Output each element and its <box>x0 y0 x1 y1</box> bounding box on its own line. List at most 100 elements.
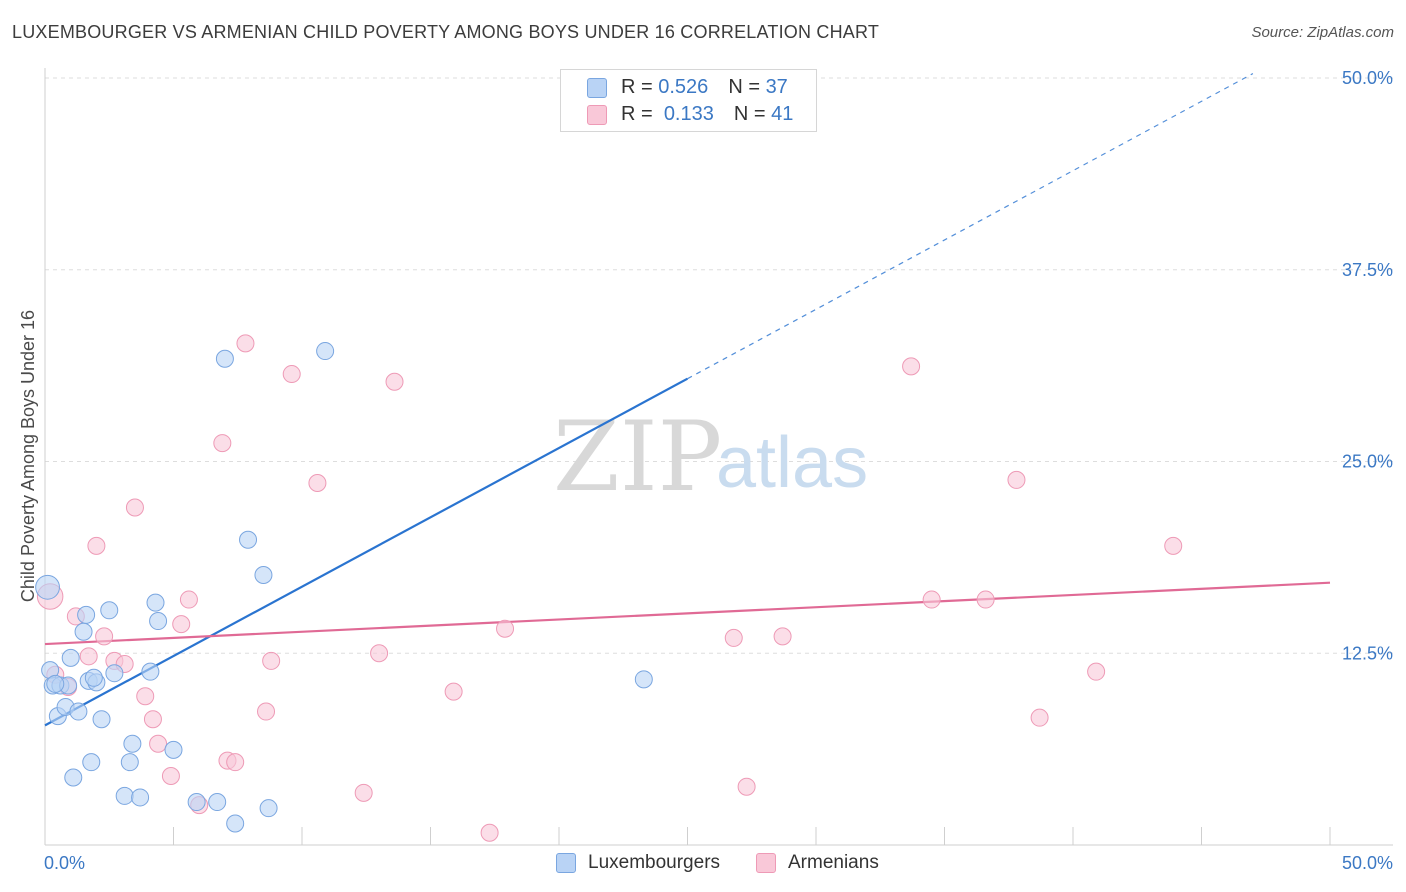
point-armenians[interactable] <box>143 710 162 729</box>
point-luxembourgers[interactable] <box>46 674 65 693</box>
point-luxembourgers[interactable] <box>74 622 93 641</box>
point-armenians[interactable] <box>136 687 155 706</box>
point-armenians[interactable] <box>737 777 756 796</box>
point-armenians[interactable] <box>236 334 255 353</box>
legend-row-armenians: R = 0.133 N = 41 <box>587 103 793 126</box>
legend-swatch-pink <box>587 104 607 125</box>
point-armenians[interactable] <box>922 590 941 609</box>
point-luxembourgers[interactable] <box>92 710 111 729</box>
point-armenians[interactable] <box>480 823 499 842</box>
chart-title: LUXEMBOURGER VS ARMENIAN CHILD POVERTY A… <box>12 22 880 42</box>
axes-layer: 12.5% 25.0% 37.5% 50.0% <box>44 68 1393 846</box>
legend-item-luxembourgers[interactable]: Luxembourgers <box>556 852 720 874</box>
trend-line-luxembourgers-extension <box>687 73 1254 380</box>
point-armenians[interactable] <box>282 365 301 384</box>
point-luxembourgers[interactable] <box>259 799 278 818</box>
stats-legend: R = 0.526 N = 37 R = 0.133 N = 41 <box>560 69 817 132</box>
point-armenians[interactable] <box>724 628 743 647</box>
point-armenians[interactable] <box>308 473 327 492</box>
y-tick-label: 50.0% <box>1342 68 1393 88</box>
point-armenians[interactable] <box>172 615 191 634</box>
legend-n-label: N = <box>733 103 766 125</box>
point-armenians[interactable] <box>125 498 144 517</box>
point-luxembourgers[interactable] <box>64 768 83 787</box>
trend-line-luxembourgers <box>44 377 689 727</box>
point-luxembourgers[interactable] <box>82 753 101 772</box>
point-armenians[interactable] <box>385 372 404 391</box>
point-armenians[interactable] <box>1164 536 1183 555</box>
point-luxembourgers[interactable] <box>61 648 80 667</box>
point-luxembourgers[interactable] <box>254 566 273 585</box>
point-luxembourgers[interactable] <box>69 702 88 721</box>
trend-layer <box>44 73 1331 727</box>
watermark-atlas: atlas <box>716 423 868 503</box>
point-armenians[interactable] <box>773 627 792 646</box>
points-layer <box>35 334 1183 842</box>
point-luxembourgers[interactable] <box>208 793 227 812</box>
legend-swatch-blue <box>556 853 576 873</box>
trend-line-armenians <box>44 581 1331 646</box>
legend-r-value: 0.526 <box>658 76 709 98</box>
point-luxembourgers[interactable] <box>123 734 142 753</box>
point-luxembourgers[interactable] <box>187 793 206 812</box>
point-armenians[interactable] <box>87 536 106 555</box>
legend-swatch-pink <box>756 853 776 873</box>
series-legend: Luxembourgers Armenians <box>0 852 1406 876</box>
point-luxembourgers[interactable] <box>100 601 119 620</box>
point-armenians[interactable] <box>902 357 921 376</box>
point-luxembourgers[interactable] <box>141 662 160 681</box>
point-armenians[interactable] <box>444 682 463 701</box>
point-luxembourgers[interactable] <box>35 574 60 600</box>
point-armenians[interactable] <box>1087 662 1106 681</box>
point-luxembourgers[interactable] <box>164 740 183 759</box>
point-armenians[interactable] <box>354 783 373 802</box>
point-luxembourgers[interactable] <box>84 668 103 687</box>
legend-n-label: N = <box>728 76 760 98</box>
grid-layer <box>45 77 1393 654</box>
point-armenians[interactable] <box>213 434 232 453</box>
point-armenians[interactable] <box>149 734 168 753</box>
point-luxembourgers[interactable] <box>215 349 234 368</box>
y-tick-label: 25.0% <box>1342 452 1393 472</box>
point-armenians[interactable] <box>496 619 515 638</box>
point-luxembourgers[interactable] <box>131 788 150 807</box>
watermark: ZIP atlas <box>553 401 868 513</box>
y-tick-label: 12.5% <box>1342 643 1393 663</box>
watermark-zip: ZIP <box>553 401 722 513</box>
legend-n-value: 41 <box>771 103 794 125</box>
legend-row-luxembourgers: R = 0.526 N = 37 <box>587 76 788 99</box>
point-armenians[interactable] <box>179 590 198 609</box>
point-armenians[interactable] <box>257 702 276 721</box>
source-label: Source: ZipAtlas.com <box>1251 24 1394 41</box>
point-armenians[interactable] <box>79 647 98 666</box>
point-luxembourgers[interactable] <box>115 786 134 805</box>
point-luxembourgers[interactable] <box>149 612 168 631</box>
legend-r-value: 0.133 <box>663 103 714 125</box>
point-armenians[interactable] <box>95 627 114 646</box>
x-tick-label-min: 0.0% <box>44 853 85 873</box>
point-luxembourgers[interactable] <box>120 753 139 772</box>
point-armenians[interactable] <box>262 651 281 670</box>
point-armenians[interactable] <box>976 590 995 609</box>
legend-n-value: 37 <box>765 76 788 98</box>
point-luxembourgers[interactable] <box>226 814 245 833</box>
legend-swatch-blue <box>587 77 607 98</box>
point-luxembourgers[interactable] <box>239 530 258 549</box>
point-armenians[interactable] <box>226 753 245 772</box>
point-luxembourgers[interactable] <box>316 342 335 361</box>
legend-r-label: R = <box>621 76 653 98</box>
point-armenians[interactable] <box>1007 470 1026 489</box>
y-tick-label: 37.5% <box>1342 260 1393 280</box>
point-luxembourgers[interactable] <box>105 664 124 683</box>
point-luxembourgers[interactable] <box>146 593 165 612</box>
legend-r-label: R = <box>621 103 653 125</box>
point-luxembourgers[interactable] <box>77 605 96 624</box>
point-armenians[interactable] <box>1030 708 1049 727</box>
point-armenians[interactable] <box>161 766 180 785</box>
x-tick-label-max: 50.0% <box>1342 853 1393 873</box>
point-luxembourgers[interactable] <box>634 670 653 689</box>
legend-item-armenians[interactable]: Armenians <box>756 852 879 874</box>
point-armenians[interactable] <box>370 644 389 663</box>
legend-label-armenians: Armenians <box>788 852 879 873</box>
